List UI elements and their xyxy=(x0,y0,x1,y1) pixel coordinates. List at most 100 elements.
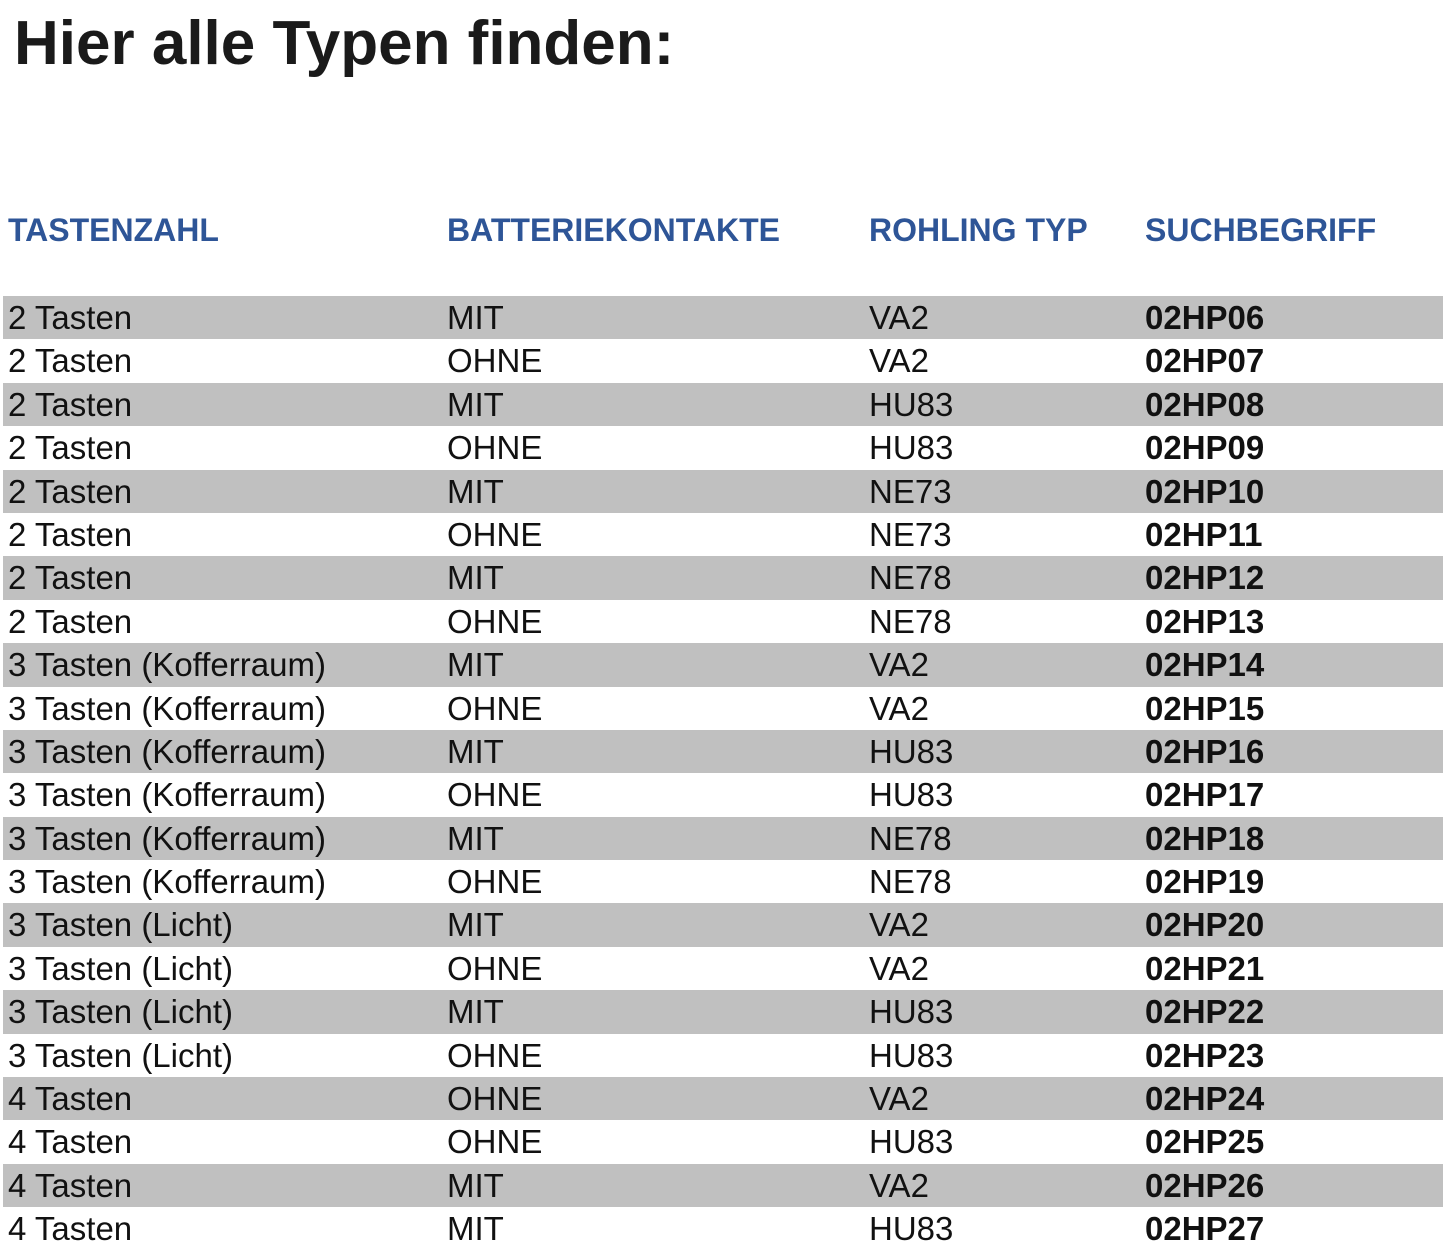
table-row: 2 Tasten OHNE NE73 02HP11 xyxy=(3,513,1443,556)
table-row: 3 Tasten (Kofferraum) OHNE VA2 02HP15 xyxy=(3,687,1443,730)
rohling-typ-cell: VA2 xyxy=(869,689,929,727)
table-row: 2 Tasten OHNE VA2 02HP07 xyxy=(3,339,1443,382)
batteriekontakte-cell: MIT xyxy=(447,559,504,597)
tastenzahl-cell: 3 Tasten (Kofferraum) xyxy=(8,819,326,857)
rohling-typ-cell: VA2 xyxy=(869,1166,929,1204)
suchbegriff-cell: 02HP16 xyxy=(1145,732,1265,770)
batteriekontakte-cell: OHNE xyxy=(447,1036,543,1074)
suchbegriff-cell: 02HP11 xyxy=(1145,515,1263,553)
table-row: 3 Tasten (Kofferraum) MIT HU83 02HP16 xyxy=(3,729,1443,774)
rohling-typ-cell: VA2 xyxy=(869,342,929,380)
table-row: 4 Tasten OHNE VA2 02HP24 xyxy=(3,1077,1443,1121)
suchbegriff-cell: 02HP09 xyxy=(1145,429,1265,467)
tastenzahl-cell: 3 Tasten (Kofferraum) xyxy=(8,689,326,727)
batteriekontakte-cell: OHNE xyxy=(447,515,543,553)
rohling-typ-cell: HU83 xyxy=(869,1210,954,1248)
batteriekontakte-cell: MIT xyxy=(447,993,504,1031)
suchbegriff-cell: 02HP17 xyxy=(1145,776,1265,814)
tastenzahl-cell: 2 Tasten xyxy=(8,472,133,510)
tastenzahl-cell: 2 Tasten xyxy=(8,342,133,380)
batteriekontakte-cell: MIT xyxy=(447,732,504,770)
suchbegriff-cell: 02HP20 xyxy=(1145,906,1265,944)
rohling-typ-cell: HU83 xyxy=(869,385,954,423)
suchbegriff-cell: 02HP27 xyxy=(1145,1210,1265,1248)
table-row: 3 Tasten (Kofferraum) OHNE NE78 02HP19 xyxy=(3,860,1443,903)
suchbegriff-cell: 02HP10 xyxy=(1145,472,1265,510)
rohling-typ-cell: VA2 xyxy=(869,299,929,336)
batteriekontakte-cell: OHNE xyxy=(447,602,543,640)
tastenzahl-cell: 3 Tasten (Kofferraum) xyxy=(8,776,326,814)
tastenzahl-cell: 3 Tasten (Licht) xyxy=(8,993,234,1031)
tastenzahl-cell: 4 Tasten xyxy=(8,1123,133,1161)
rohling-typ-cell: HU83 xyxy=(869,776,954,814)
rohling-typ-cell: HU83 xyxy=(869,732,954,770)
tastenzahl-cell: 4 Tasten xyxy=(8,1210,133,1248)
batteriekontakte-cell: OHNE xyxy=(447,342,543,380)
tastenzahl-cell: 3 Tasten (Kofferraum) xyxy=(8,863,326,901)
header-batteriekontakte: BATTERIEKONTAKTE xyxy=(447,212,781,248)
tastenzahl-cell: 2 Tasten xyxy=(8,299,133,336)
batteriekontakte-cell: MIT xyxy=(447,1166,504,1204)
table-row: 3 Tasten (Kofferraum) MIT VA2 02HP14 xyxy=(3,643,1443,687)
batteriekontakte-cell: MIT xyxy=(447,906,504,944)
batteriekontakte-cell: OHNE xyxy=(447,689,543,727)
types-table: 2 Tasten MIT VA2 02HP06 2 Tasten OHNE VA2 02HP0… xyxy=(3,296,1443,1251)
tastenzahl-cell: 2 Tasten xyxy=(8,602,133,640)
table-row: 4 Tasten MIT HU83 02HP27 xyxy=(3,1207,1443,1250)
table-row: 3 Tasten (Kofferraum) MIT NE78 02HP18 xyxy=(3,816,1443,861)
tastenzahl-cell: 3 Tasten (Licht) xyxy=(8,906,234,944)
suchbegriff-cell: 02HP13 xyxy=(1145,602,1265,640)
rohling-typ-cell: VA2 xyxy=(869,906,929,944)
batteriekontakte-cell: OHNE xyxy=(447,1123,543,1161)
rohling-typ-cell: HU83 xyxy=(869,429,954,467)
rohling-typ-cell: HU83 xyxy=(869,993,954,1031)
table-row: 2 Tasten MIT HU83 02HP08 xyxy=(3,382,1443,427)
table-row: 2 Tasten OHNE HU83 02HP09 xyxy=(3,426,1443,469)
page-title: Hier alle Typen finden: xyxy=(14,9,675,78)
tastenzahl-cell: 3 Tasten (Licht) xyxy=(8,1036,234,1074)
batteriekontakte-cell: MIT xyxy=(447,819,504,857)
header-tastenzahl: TASTENZAHL xyxy=(8,212,219,248)
rohling-typ-cell: NE78 xyxy=(869,819,952,857)
batteriekontakte-cell: MIT xyxy=(447,1210,504,1248)
table-row: 3 Tasten (Licht) MIT HU83 02HP22 xyxy=(3,990,1443,1034)
batteriekontakte-cell: OHNE xyxy=(447,429,543,467)
table-row: 4 Tasten OHNE HU83 02HP25 xyxy=(3,1120,1443,1163)
rohling-typ-cell: VA2 xyxy=(869,949,929,987)
rohling-typ-cell: NE78 xyxy=(869,559,952,597)
batteriekontakte-cell: MIT xyxy=(447,385,504,423)
tastenzahl-cell: 2 Tasten xyxy=(8,429,133,467)
rohling-typ-cell: HU83 xyxy=(869,1123,954,1161)
suchbegriff-cell: 02HP15 xyxy=(1145,689,1265,727)
rohling-typ-cell: NE73 xyxy=(869,515,952,553)
table-row: 3 Tasten (Licht) MIT VA2 02HP20 xyxy=(3,903,1443,947)
table-row: 2 Tasten OHNE NE78 02HP13 xyxy=(3,600,1443,643)
suchbegriff-cell: 02HP14 xyxy=(1145,646,1265,684)
rohling-typ-cell: NE78 xyxy=(869,602,952,640)
suchbegriff-cell: 02HP18 xyxy=(1145,819,1265,857)
tastenzahl-cell: 2 Tasten xyxy=(8,385,133,423)
rohling-typ-cell: VA2 xyxy=(869,646,929,684)
tastenzahl-cell: 3 Tasten (Kofferraum) xyxy=(8,646,326,684)
tastenzahl-cell: 3 Tasten (Licht) xyxy=(8,949,234,987)
suchbegriff-cell: 02HP24 xyxy=(1145,1080,1265,1118)
rohling-typ-cell: VA2 xyxy=(869,1080,929,1118)
batteriekontakte-cell: MIT xyxy=(447,299,504,336)
batteriekontakte-cell: OHNE xyxy=(447,776,543,814)
tastenzahl-cell: 3 Tasten (Kofferraum) xyxy=(8,732,326,770)
table-row: 3 Tasten (Kofferraum) OHNE HU83 02HP17 xyxy=(3,773,1443,816)
suchbegriff-cell: 02HP06 xyxy=(1145,299,1265,336)
rohling-typ-cell: NE78 xyxy=(869,863,952,901)
suchbegriff-cell: 02HP19 xyxy=(1145,863,1265,901)
table-row: 2 Tasten MIT NE78 02HP12 xyxy=(3,556,1443,600)
table-row: 4 Tasten MIT VA2 02HP26 xyxy=(3,1163,1443,1208)
suchbegriff-cell: 02HP08 xyxy=(1145,385,1265,423)
table-row: 2 Tasten MIT NE73 02HP10 xyxy=(3,469,1443,513)
tastenzahl-cell: 2 Tasten xyxy=(8,515,133,553)
suchbegriff-cell: 02HP25 xyxy=(1145,1123,1265,1161)
suchbegriff-cell: 02HP12 xyxy=(1145,559,1265,597)
tastenzahl-cell: 4 Tasten xyxy=(8,1080,133,1118)
rohling-typ-cell: NE73 xyxy=(869,472,952,510)
suchbegriff-cell: 02HP23 xyxy=(1145,1036,1265,1074)
rohling-typ-cell: HU83 xyxy=(869,1036,954,1074)
